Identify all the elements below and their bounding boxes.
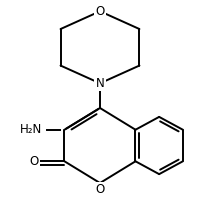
Text: O: O — [95, 5, 105, 18]
Text: O: O — [29, 155, 39, 168]
Text: N: N — [96, 77, 104, 90]
Text: H₂N: H₂N — [20, 123, 42, 136]
Text: O: O — [95, 183, 105, 196]
